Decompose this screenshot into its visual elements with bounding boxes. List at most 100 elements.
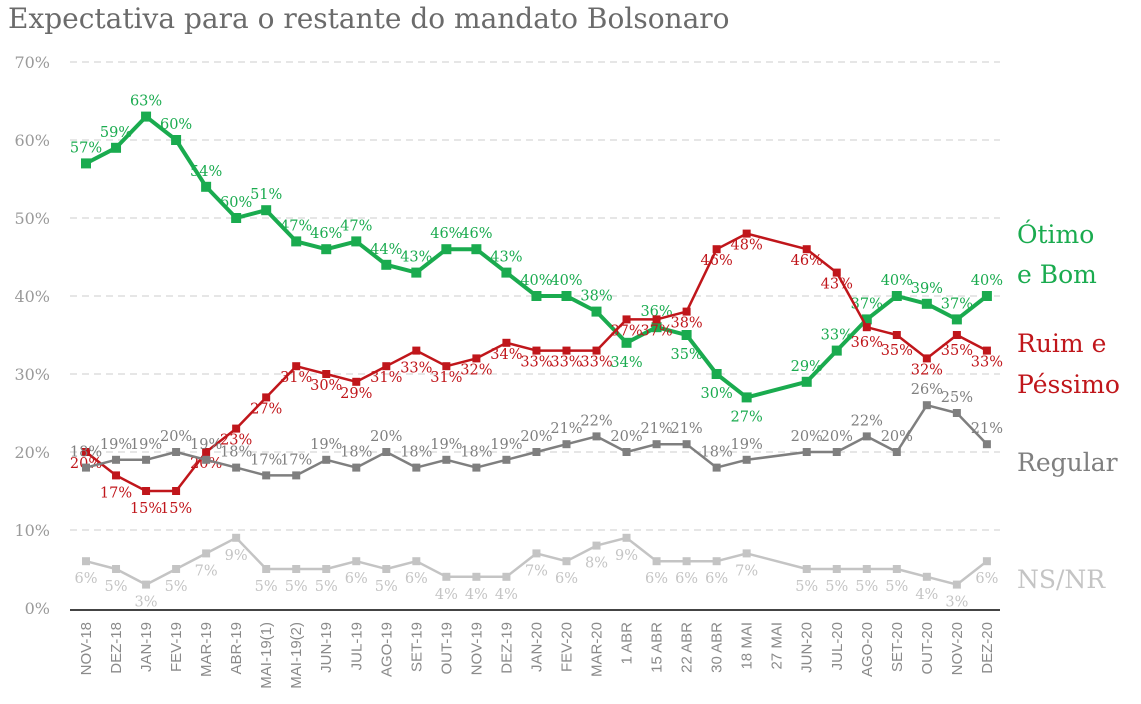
data-label: 32%	[911, 362, 943, 378]
data-label: 35%	[881, 343, 913, 359]
data-label: 46%	[430, 226, 462, 242]
data-label: 4%	[495, 587, 518, 603]
data-label: 30%	[701, 386, 733, 402]
data-point	[562, 346, 571, 355]
data-label: 26%	[911, 382, 943, 398]
data-point	[741, 392, 752, 403]
data-point	[262, 393, 271, 402]
data-label: 44%	[370, 242, 402, 258]
data-label: 40%	[520, 273, 552, 289]
data-label: 5%	[885, 579, 908, 595]
data-point	[381, 259, 392, 270]
data-label: 18%	[70, 445, 102, 461]
data-label: 18%	[340, 445, 372, 461]
data-label: 3%	[945, 595, 968, 611]
data-label: 46%	[310, 226, 342, 242]
data-point	[412, 463, 421, 472]
data-point	[802, 565, 811, 573]
data-label: 20%	[791, 429, 823, 445]
data-point	[982, 346, 991, 355]
data-point	[951, 314, 962, 325]
x-tick-label: NOV-19	[468, 622, 485, 675]
data-label: 34%	[610, 355, 642, 371]
data-label: 5%	[165, 579, 188, 595]
data-label: 20%	[160, 429, 192, 445]
data-label: 18%	[701, 445, 733, 461]
series-name-label: Ruim e	[1017, 329, 1106, 358]
data-label: 27%	[731, 409, 763, 425]
data-label: 46%	[791, 253, 823, 269]
data-point	[472, 572, 481, 581]
data-point	[81, 158, 91, 169]
x-tick-label: 15 ABR	[649, 622, 666, 673]
data-point	[711, 369, 722, 379]
data-label: 37%	[941, 296, 973, 312]
series-name-label: Regular	[1017, 448, 1118, 477]
data-point	[142, 455, 151, 464]
data-point	[862, 432, 871, 441]
x-tick-label: NOV-18	[78, 622, 95, 675]
data-label: 20%	[520, 429, 552, 445]
data-label: 60%	[160, 117, 192, 133]
data-point	[532, 448, 541, 456]
data-point	[892, 565, 901, 573]
data-label: 18%	[400, 445, 432, 461]
data-point	[291, 236, 302, 247]
data-label: 6%	[645, 571, 668, 587]
data-point	[861, 314, 872, 325]
x-tick-label: OUT-20	[919, 622, 936, 675]
data-label: 6%	[675, 571, 698, 587]
data-point	[232, 424, 241, 433]
data-point	[262, 565, 271, 573]
data-label: 7%	[735, 563, 758, 579]
x-tick-label: MAI-19(1)	[258, 622, 275, 689]
data-point	[712, 245, 721, 254]
data-point	[202, 549, 211, 558]
data-point	[171, 135, 182, 145]
x-tick-label: MAR-20	[589, 622, 606, 677]
x-tick-label: FEV-20	[558, 622, 575, 672]
data-point	[112, 565, 121, 573]
data-point	[921, 298, 932, 309]
data-label: 43%	[490, 250, 522, 266]
data-label: 8%	[585, 556, 608, 572]
data-label: 22%	[580, 413, 612, 429]
data-point	[502, 455, 511, 464]
data-point	[682, 557, 691, 566]
data-label: 32%	[460, 362, 492, 378]
data-label: 46%	[701, 253, 733, 269]
data-label: 23%	[220, 433, 252, 449]
data-label: 40%	[550, 273, 582, 289]
data-point	[682, 440, 691, 449]
data-label: 5%	[285, 579, 308, 595]
data-label: 46%	[460, 226, 492, 242]
data-label: 21%	[640, 421, 672, 437]
data-label: 22%	[851, 413, 883, 429]
data-label: 5%	[255, 579, 278, 595]
data-label: 40%	[971, 273, 1003, 289]
x-tick-label: MAR-19	[198, 622, 215, 677]
data-label: 6%	[405, 571, 428, 587]
data-point	[982, 557, 991, 566]
data-point	[622, 533, 631, 542]
y-tick-label: 50%	[14, 209, 50, 228]
data-point	[651, 322, 662, 333]
data-label: 7%	[195, 563, 218, 579]
data-point	[352, 377, 361, 386]
data-label: 60%	[220, 195, 252, 211]
data-label: 5%	[105, 579, 128, 595]
data-label: 31%	[370, 370, 402, 386]
data-point	[472, 463, 481, 472]
y-tick-label: 0%	[25, 599, 50, 618]
data-label: 21%	[550, 421, 582, 437]
data-label: 34%	[490, 347, 522, 363]
data-point	[442, 572, 451, 581]
data-point	[832, 448, 841, 456]
data-point	[141, 111, 152, 122]
x-tick-label: DEZ-18	[108, 622, 125, 674]
data-label: 63%	[130, 94, 162, 110]
data-label: 43%	[400, 250, 432, 266]
data-label: 3%	[135, 595, 158, 611]
data-point	[652, 440, 661, 449]
